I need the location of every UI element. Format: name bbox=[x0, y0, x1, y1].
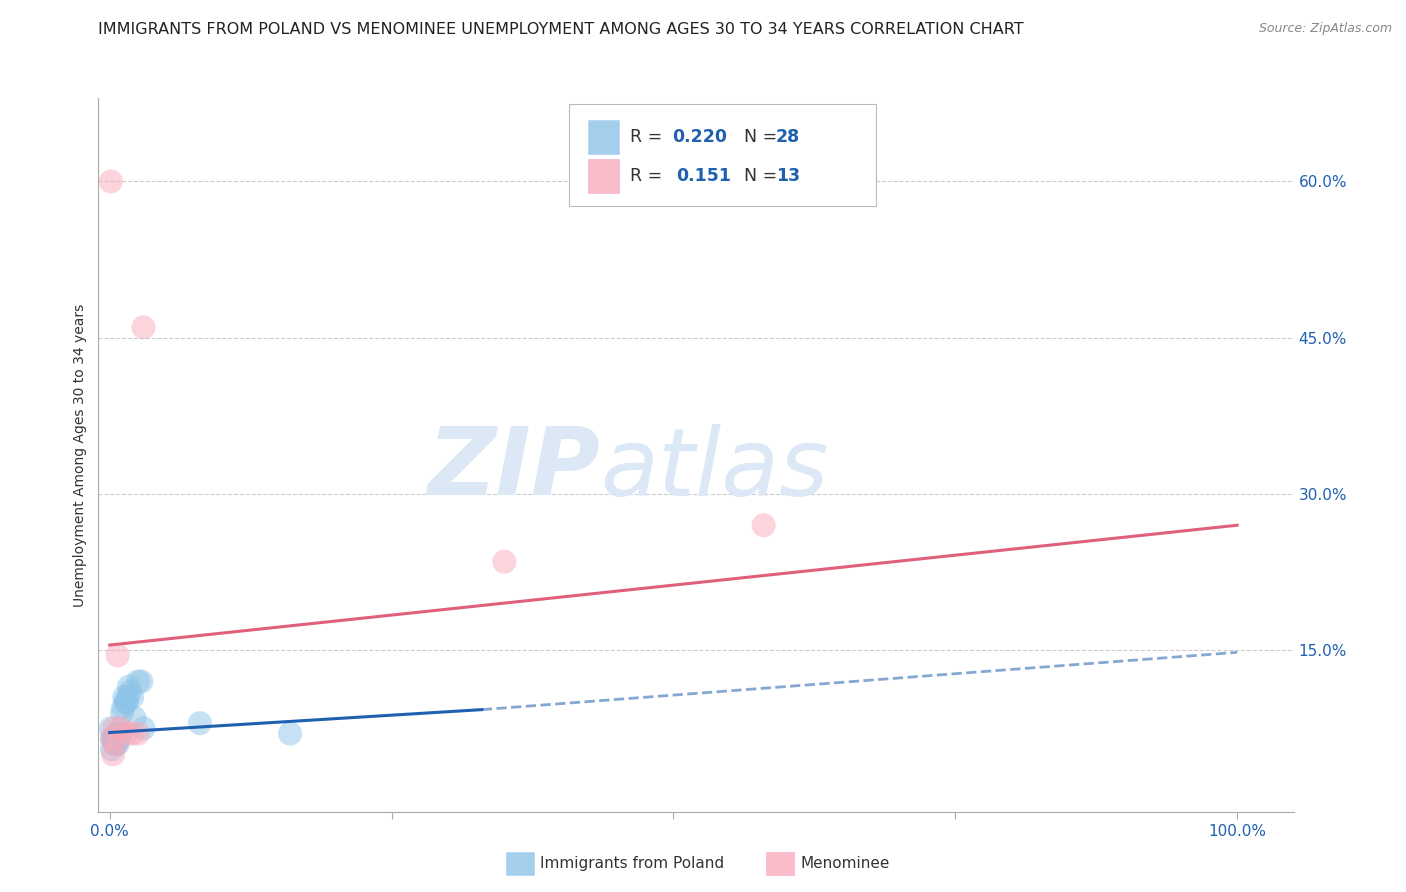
Text: ZIP: ZIP bbox=[427, 423, 600, 516]
Point bbox=[104, 731, 127, 746]
Point bbox=[100, 174, 122, 188]
Point bbox=[101, 747, 124, 762]
Point bbox=[132, 320, 155, 334]
Point bbox=[101, 731, 124, 746]
Text: atlas: atlas bbox=[600, 424, 828, 515]
Point bbox=[104, 737, 127, 751]
Point bbox=[115, 726, 138, 740]
Text: IMMIGRANTS FROM POLAND VS MENOMINEE UNEMPLOYMENT AMONG AGES 30 TO 34 YEARS CORRE: IMMIGRANTS FROM POLAND VS MENOMINEE UNEM… bbox=[98, 22, 1024, 37]
Point bbox=[188, 716, 211, 731]
Text: 0.220: 0.220 bbox=[672, 128, 727, 145]
Point bbox=[100, 722, 122, 736]
Point bbox=[278, 726, 301, 740]
Point bbox=[103, 722, 125, 736]
Text: 0.151: 0.151 bbox=[676, 167, 731, 185]
Point bbox=[132, 722, 155, 736]
Text: 13: 13 bbox=[776, 167, 800, 185]
Point bbox=[101, 731, 124, 746]
Text: Source: ZipAtlas.com: Source: ZipAtlas.com bbox=[1258, 22, 1392, 36]
Point bbox=[105, 726, 128, 740]
Point bbox=[107, 731, 129, 746]
Text: R =: R = bbox=[630, 128, 668, 145]
Point bbox=[752, 518, 775, 533]
Point bbox=[107, 648, 129, 663]
Point bbox=[127, 674, 149, 689]
Point bbox=[107, 737, 129, 751]
Point bbox=[115, 695, 138, 709]
Text: Immigrants from Poland: Immigrants from Poland bbox=[540, 856, 724, 871]
Point bbox=[124, 711, 146, 725]
Point bbox=[118, 685, 141, 699]
Text: Menominee: Menominee bbox=[800, 856, 890, 871]
Text: N =: N = bbox=[733, 167, 782, 185]
Point bbox=[118, 680, 141, 694]
Point bbox=[129, 674, 152, 689]
Point bbox=[121, 690, 143, 705]
Point bbox=[110, 726, 132, 740]
Text: N =: N = bbox=[733, 128, 782, 145]
Point bbox=[103, 737, 125, 751]
Point bbox=[108, 726, 131, 740]
Point bbox=[494, 555, 516, 569]
Point bbox=[112, 690, 135, 705]
Point bbox=[101, 731, 124, 746]
Point bbox=[111, 706, 134, 720]
Text: R =: R = bbox=[630, 167, 673, 185]
Point bbox=[105, 737, 128, 751]
Point bbox=[127, 726, 149, 740]
Point bbox=[121, 726, 143, 740]
Point bbox=[114, 695, 136, 709]
Text: 28: 28 bbox=[776, 128, 800, 145]
Point bbox=[103, 731, 125, 746]
Point bbox=[101, 742, 124, 756]
Point bbox=[112, 700, 135, 714]
Point bbox=[110, 722, 132, 736]
Point bbox=[117, 690, 139, 705]
Y-axis label: Unemployment Among Ages 30 to 34 years: Unemployment Among Ages 30 to 34 years bbox=[73, 303, 87, 607]
